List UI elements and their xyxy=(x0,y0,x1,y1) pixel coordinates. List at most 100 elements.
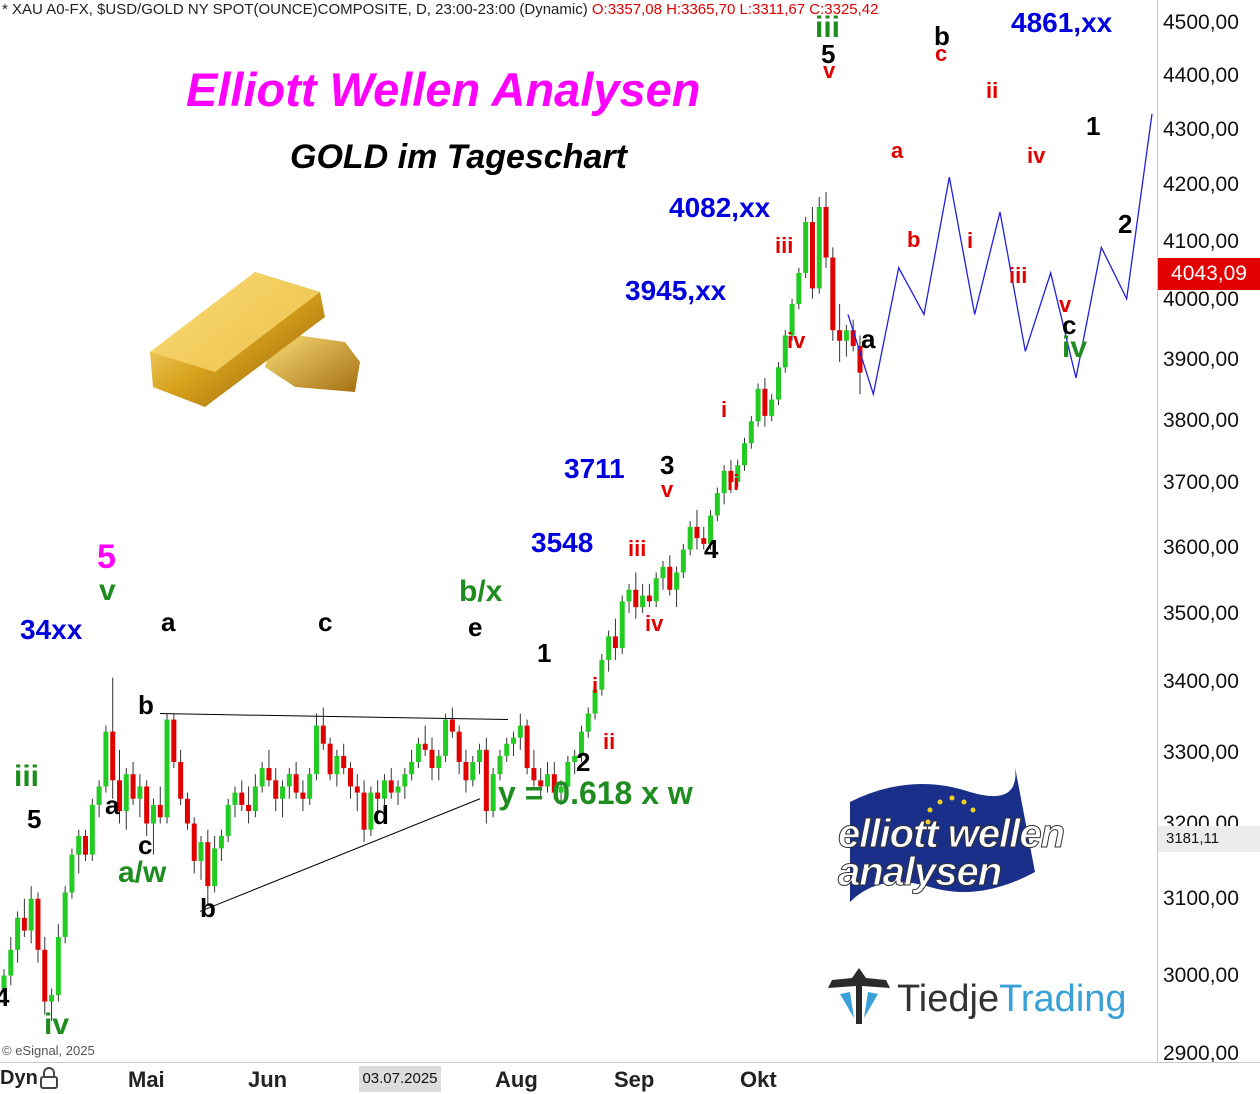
candle-body xyxy=(21,917,27,931)
candle-body xyxy=(232,792,238,805)
wave-label: b xyxy=(907,227,921,252)
cursor-date: 03.07.2025 xyxy=(359,1066,441,1092)
wave-label: iv xyxy=(645,611,664,636)
price-tick: 4300,00 xyxy=(1163,118,1239,141)
price-tick: 3100,00 xyxy=(1163,887,1239,910)
month-label: Jun xyxy=(248,1067,288,1092)
tiedje-logo-text-b: Trading xyxy=(999,978,1127,1020)
candle-body xyxy=(246,804,252,812)
wave-label: 3 xyxy=(660,450,675,480)
candle-body xyxy=(144,786,150,824)
candle-body xyxy=(150,804,156,824)
wave-label: 5 xyxy=(97,538,116,576)
candle-body xyxy=(429,749,435,769)
candle-body xyxy=(694,526,700,539)
candle-body xyxy=(483,749,489,812)
wave-label: a xyxy=(861,324,876,354)
wave-label: v xyxy=(1059,292,1072,317)
candle-body xyxy=(504,743,510,756)
price-axis[interactable] xyxy=(1157,0,1260,1062)
candle-body xyxy=(809,222,815,289)
candle-body xyxy=(327,743,333,775)
candle-body xyxy=(789,304,795,336)
candle-body xyxy=(239,792,245,805)
candle-body xyxy=(252,786,258,812)
candle-body xyxy=(49,995,55,1002)
wave-label: 1 xyxy=(537,638,552,668)
candle-body xyxy=(728,470,734,482)
candle-body xyxy=(456,731,462,762)
ohlc-values: O:3357,08 H:3365,70 L:3311,67 C:3325,42 xyxy=(591,1,879,18)
candle-body xyxy=(626,589,632,602)
price-tick: 3600,00 xyxy=(1163,536,1239,559)
candle-body xyxy=(266,768,272,781)
wave-label: b xyxy=(200,893,216,923)
price-tick: 2900,00 xyxy=(1163,1042,1239,1065)
candle-body xyxy=(443,719,449,756)
wave-label: b xyxy=(934,21,950,51)
wave-label: iii xyxy=(14,760,40,793)
gold-bars-icon xyxy=(150,272,360,407)
candle-body xyxy=(558,786,564,793)
candle-body xyxy=(286,774,292,787)
candle-body xyxy=(742,443,748,466)
candle-body xyxy=(368,792,374,830)
wave-label: i xyxy=(592,673,599,698)
candle-body xyxy=(55,936,61,996)
chart-subtitle: GOLD im Tageschart xyxy=(290,138,627,176)
month-label: Okt xyxy=(740,1067,777,1092)
price-tick: 4000,00 xyxy=(1163,288,1239,311)
wave-label: a/w xyxy=(118,856,167,889)
candle-body xyxy=(599,659,605,690)
candle-body xyxy=(796,272,802,305)
candle-body xyxy=(538,780,544,787)
candle-body xyxy=(803,222,809,273)
candle-body xyxy=(714,493,720,516)
price-target: 3548 xyxy=(531,527,594,558)
month-label: Sep xyxy=(614,1067,655,1092)
candle-body xyxy=(775,367,781,400)
time-axis[interactable] xyxy=(0,1062,1260,1094)
candle-body xyxy=(259,768,265,787)
candle-body xyxy=(314,725,320,775)
candle-body xyxy=(667,566,673,590)
price-tick: 4400,00 xyxy=(1163,64,1239,87)
candle-body xyxy=(823,206,829,258)
candlestick-series xyxy=(1,192,863,1022)
wave-label: iii xyxy=(628,536,647,561)
candle-body xyxy=(585,713,591,732)
candle-body xyxy=(280,786,286,799)
candle-body xyxy=(89,804,95,855)
candle-body xyxy=(83,835,89,855)
tiedje-logo-icon xyxy=(828,968,890,1024)
candle-body xyxy=(653,578,659,602)
wave-label: 4 xyxy=(704,534,719,564)
candle-body xyxy=(300,792,306,799)
wave-label: c xyxy=(1062,310,1077,340)
wave-label: 5 xyxy=(821,39,836,69)
symbol-info: * XAU A0-FX, $USD/GOLD NY SPOT(OUNCE)COM… xyxy=(2,1,588,18)
wave-overlay-lines xyxy=(159,113,1153,912)
wave-label: a xyxy=(891,138,904,163)
elliott-wellen-logo-icon xyxy=(830,762,1090,917)
candle-body xyxy=(850,330,856,347)
candle-body xyxy=(415,743,421,762)
wave-label: ii xyxy=(986,78,999,103)
candle-body xyxy=(592,689,598,714)
candle-body xyxy=(762,388,768,416)
price-tick: 3500,00 xyxy=(1163,602,1239,625)
candle-body xyxy=(137,786,143,799)
candle-body xyxy=(619,601,625,649)
lock-icon[interactable] xyxy=(38,1066,60,1090)
wave-label: v xyxy=(99,574,116,607)
wave-label: iv xyxy=(44,1008,70,1041)
candle-body xyxy=(680,549,686,573)
candle-body xyxy=(191,823,197,861)
candle-body xyxy=(646,595,652,602)
candle-body xyxy=(837,330,843,341)
candle-body xyxy=(701,538,707,544)
candle-body xyxy=(123,774,129,812)
candle-body xyxy=(830,257,836,331)
candle-body xyxy=(15,917,21,950)
price-tick: 4500,00 xyxy=(1163,11,1239,34)
